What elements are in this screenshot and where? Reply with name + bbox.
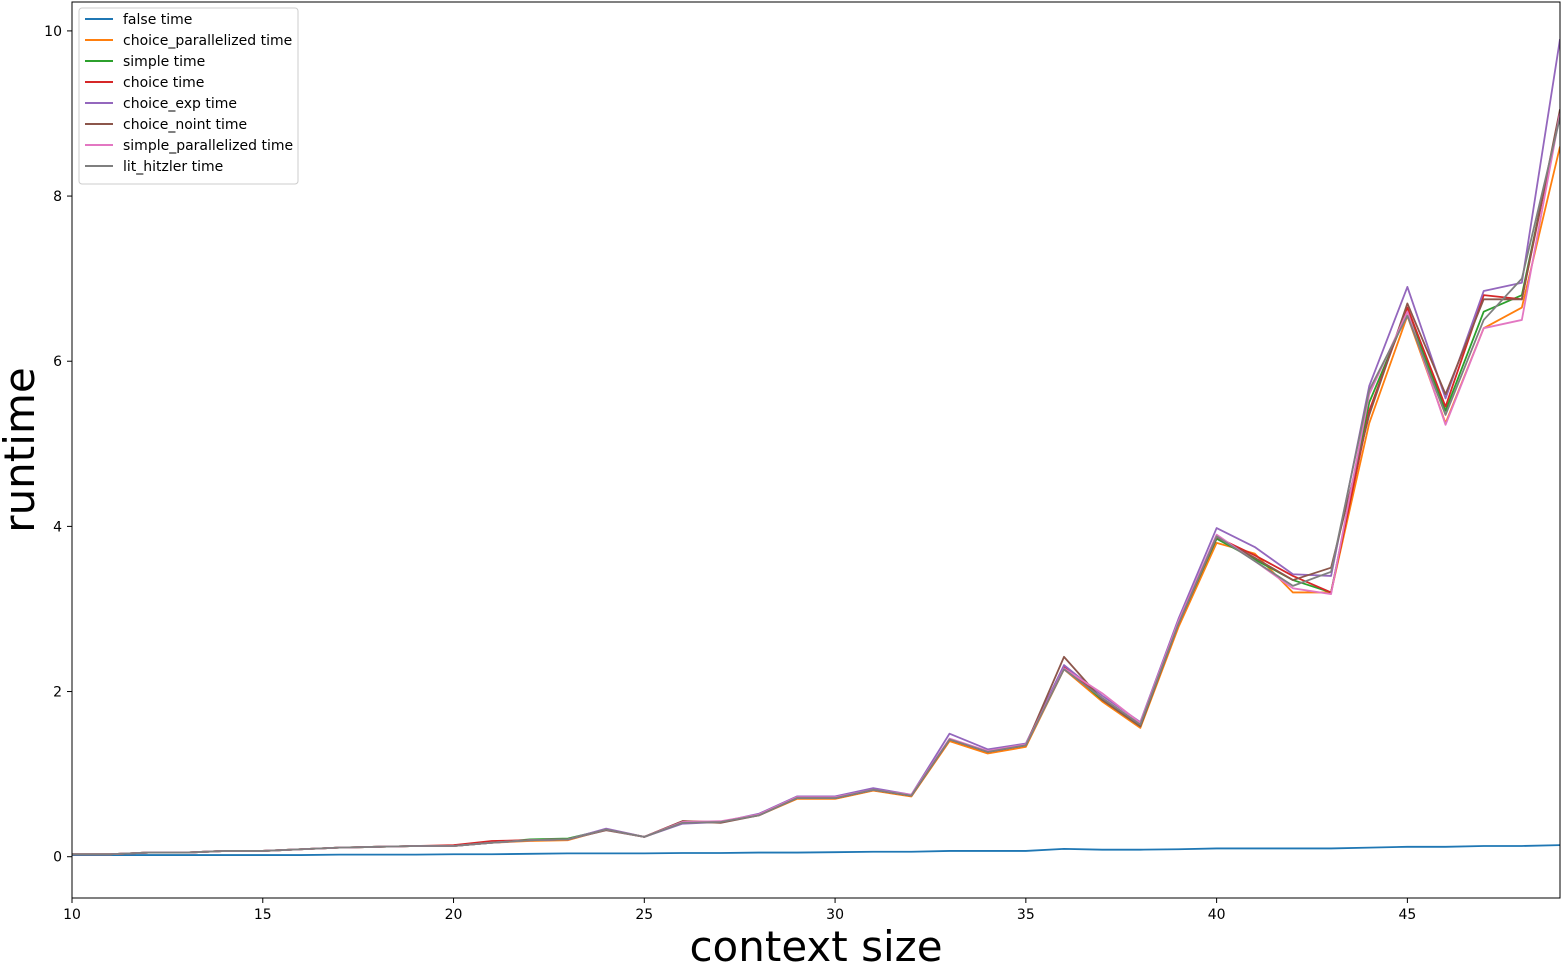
y-tick-label: 6 [53,354,62,370]
legend-label: choice_noint time [123,117,247,133]
x-tick-label: 30 [826,907,844,923]
legend-label: false time [123,12,192,28]
legend-label: simple time [123,54,205,70]
x-tick-label: 15 [254,907,272,923]
legend-label: lit_hitzler time [123,159,223,175]
legend-label: simple_parallelized time [123,138,293,154]
y-tick-label: 0 [53,850,62,866]
series-lines [72,39,1560,856]
y-tick-label: 8 [53,189,62,205]
series-line-8 [72,117,1560,856]
x-tick-label: 45 [1398,907,1416,923]
legend-label: choice_parallelized time [123,33,292,49]
x-axis-label: context size [689,922,942,963]
x-tick-label: 35 [1017,907,1035,923]
plot-frame [71,1,1561,899]
y-tick-label: 2 [53,685,62,701]
x-tick-label: 20 [445,907,463,923]
x-tick-label: 25 [635,907,653,923]
legend: false time choice_parallelized time simple… [78,7,299,185]
y-tick-label: 10 [44,24,62,40]
x-tick-label: 40 [1208,907,1226,923]
x-tick-label: 10 [63,907,81,923]
y-tick-label: 4 [53,519,62,535]
x-axis-ticks: 10 15 20 25 30 35 40 45 [63,898,1416,923]
legend-box [78,7,299,185]
y-axis-label: runtime [0,367,44,532]
legend-label: choice_exp time [123,96,237,112]
y-axis-ticks: 0 2 4 6 8 10 [44,24,72,866]
legend-label: choice time [123,75,204,91]
series-line-1 [72,844,1560,856]
